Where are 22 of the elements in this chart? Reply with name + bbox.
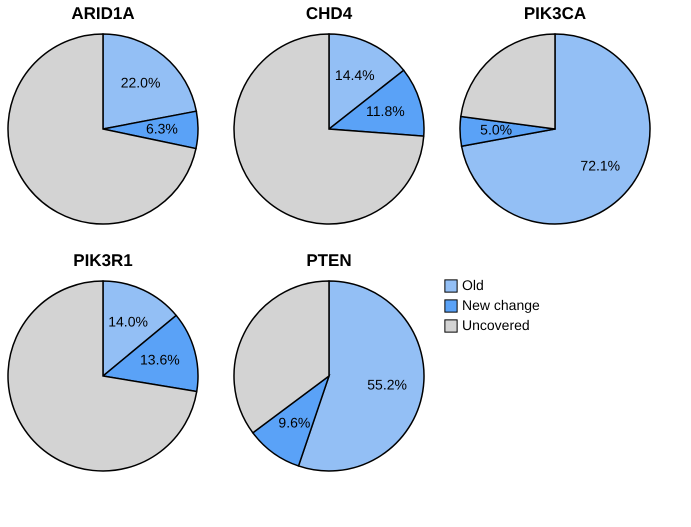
data-label: 55.2%: [367, 376, 407, 393]
legend-label: Uncovered: [462, 317, 530, 333]
data-label: 9.6%: [278, 414, 310, 431]
pie-slice: [233, 33, 424, 225]
chart-title: CHD4: [306, 4, 353, 23]
chart-title: ARID1A: [71, 4, 135, 23]
chart-title: PTEN: [306, 251, 352, 270]
pie-slice: [460, 33, 651, 225]
chart-title: PIK3CA: [524, 4, 586, 23]
legend-label: Old: [462, 277, 484, 293]
pie-slice: [7, 33, 197, 225]
data-label: 11.8%: [366, 102, 405, 119]
data-label: 14.0%: [108, 314, 148, 330]
legend-label: New change: [462, 297, 540, 313]
data-label: 22.0%: [120, 74, 160, 91]
data-label: 14.4%: [334, 67, 375, 84]
pie-slice: [7, 280, 198, 472]
data-label: 13.6%: [140, 352, 180, 368]
data-label: 5.0%: [480, 121, 512, 138]
chart-title: PIK3R1: [73, 251, 133, 270]
data-label: 72.1%: [580, 158, 620, 174]
data-label: 6.3%: [146, 120, 178, 137]
